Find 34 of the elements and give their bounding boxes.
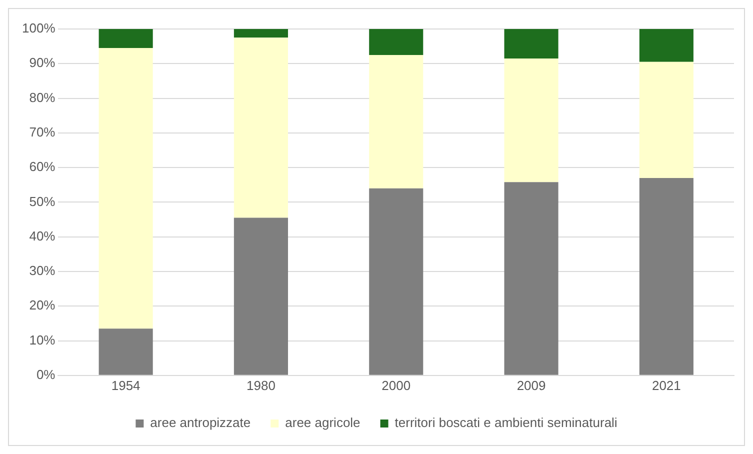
bar: [639, 62, 694, 178]
x-tick-label: 2021: [652, 378, 681, 393]
legend-label: territori boscati e ambienti seminaturali: [394, 415, 618, 430]
x-tick-label: 1980: [246, 378, 276, 393]
x-tick-label: 2000: [382, 378, 411, 393]
y-tick-label: 10%: [29, 332, 56, 348]
bar: [234, 38, 288, 218]
bar: [234, 218, 288, 375]
y-tick-label: 50%: [29, 194, 56, 209]
legend-label: aree agricole: [285, 415, 360, 430]
y-tick-label: 40%: [29, 228, 56, 244]
bar: [639, 178, 694, 375]
y-tick-label: 80%: [29, 90, 56, 105]
bar: [98, 48, 153, 329]
x-tick-label: 2009: [516, 378, 546, 393]
bar: [369, 54, 424, 188]
bar: [504, 182, 558, 375]
bar: [369, 29, 424, 55]
bar: [369, 188, 424, 375]
y-tick-label: 70%: [29, 124, 56, 140]
y-tick-label: 20%: [29, 298, 56, 313]
bar: [98, 328, 153, 375]
y-tick-label: 100%: [22, 20, 56, 36]
bar: [504, 58, 558, 182]
y-tick-label: 90%: [29, 55, 56, 70]
y-tick-label: 60%: [29, 159, 56, 174]
legend-label: aree antropizzate: [150, 415, 251, 430]
bar: [234, 29, 288, 38]
bar: [504, 29, 558, 58]
y-tick-label: 0%: [36, 366, 56, 382]
y-tick-label: 30%: [29, 263, 56, 278]
x-tick-label: 1954: [111, 378, 140, 393]
bar: [639, 29, 694, 62]
bar: [98, 29, 153, 48]
